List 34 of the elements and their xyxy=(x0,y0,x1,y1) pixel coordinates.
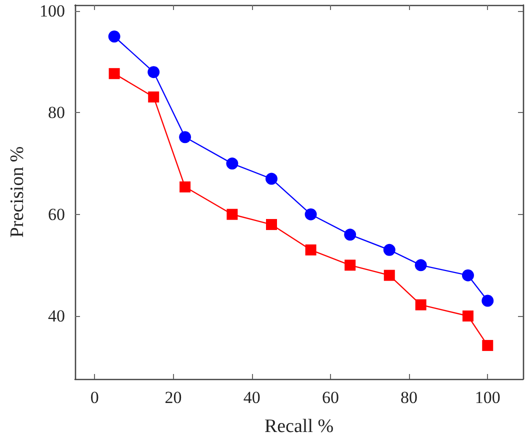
point xyxy=(108,30,120,42)
point xyxy=(462,310,474,322)
y-tick-label: 40 xyxy=(48,306,65,326)
x-tick-label: 60 xyxy=(322,388,339,407)
x-tick-label: 40 xyxy=(243,388,260,407)
x-tick-label: 80 xyxy=(400,388,418,407)
point xyxy=(266,219,277,230)
x-tick-label: 20 xyxy=(164,388,182,407)
x-tick-label: 0 xyxy=(90,388,99,407)
point xyxy=(108,68,120,80)
point xyxy=(415,299,426,310)
point xyxy=(226,208,238,220)
point xyxy=(148,66,160,78)
x-tick-label: 100 xyxy=(474,388,500,407)
point xyxy=(414,259,427,272)
point xyxy=(148,91,160,102)
point xyxy=(266,172,278,185)
point xyxy=(304,208,317,220)
point xyxy=(482,340,494,351)
point xyxy=(344,228,356,241)
point xyxy=(462,269,474,282)
point xyxy=(482,294,494,307)
point xyxy=(180,181,191,192)
point xyxy=(179,131,192,144)
y-tick-label: 100 xyxy=(40,2,65,21)
point xyxy=(305,244,316,256)
x-axis-title: Recall % xyxy=(264,416,334,437)
y-tick-label: 80 xyxy=(48,103,65,122)
y-tick-label: 60 xyxy=(48,204,65,224)
y-axis-title: Precision % xyxy=(7,146,28,238)
point xyxy=(383,244,396,256)
point xyxy=(226,158,238,170)
point xyxy=(384,270,395,281)
point xyxy=(344,260,356,271)
